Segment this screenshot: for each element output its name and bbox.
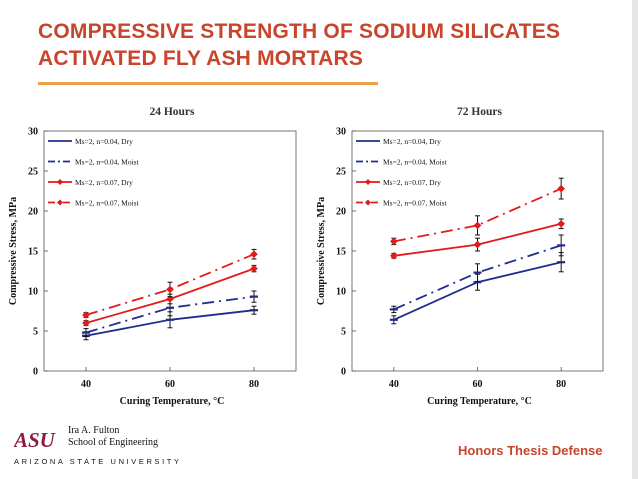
series-3 [390,218,565,260]
x-tick-label: 60 [473,379,483,390]
x-tick-label: 80 [249,379,259,390]
y-tick-label: 15 [336,247,346,258]
legend-marker [57,199,63,206]
data-point [557,220,565,228]
data-point [82,311,90,319]
legend-label: Ms=2, n=0.04, Moist [383,158,448,167]
data-point [557,184,565,193]
data-point [82,319,90,327]
legend-label: Ms=2, n=0.07, Dry [75,178,133,187]
series-line [85,253,255,316]
legend-marker [365,179,371,185]
x-axis-label: Curing Temperature, °C [120,396,225,407]
series-1 [389,252,566,325]
chart-panel-2: 0 5 10 15 20 25 30 40 60 80 72 Hours Curing Tempera… [316,106,604,407]
legend-label: Ms=2, n=0.04, Dry [383,137,441,146]
x-tick-label: 40 [389,379,399,390]
series-line [393,244,562,311]
legend-label: Ms=2, n=0.07, Dry [383,178,441,187]
series-line [393,187,562,243]
title-underline [38,82,378,85]
y-tick-label: 10 [336,287,346,298]
y-tick-label: 0 [341,367,346,378]
legend-marker [365,199,371,206]
series-1 [82,305,258,341]
series-4 [390,177,565,246]
legend: Ms=2, n=0.04, Dry Ms=2, n=0.04, Moist Ms=2… [48,137,140,208]
asu-logo-mark-text: ASU [14,428,57,451]
data-point [473,221,482,230]
x-tick-label: 60 [165,379,175,390]
data-point [250,264,258,273]
y-tick-label: 15 [28,247,38,258]
data-point [390,252,398,260]
legend-marker [57,179,63,185]
y-tick-label: 25 [28,167,38,178]
asu-logo-mark: ASU [14,428,57,451]
series-2 [389,234,566,314]
series-line [85,295,255,334]
y-axis-label: Compressive Stress, MPa [8,197,19,305]
series-2 [82,290,258,338]
data-point [250,250,258,258]
chart-panel-1: 0 5 10 15 20 25 30 40 60 80 24 Hours Curing Tempera… [8,106,297,407]
asu-logo: ASU Ira A. Fulton School of Engineering … [14,425,194,475]
logo-university: ARIZONA STATE UNIVERSITY [14,457,182,466]
legend-label: Ms=2, n=0.07, Moist [383,199,448,208]
legend-label: Ms=2, n=0.04, Moist [75,158,140,167]
right-edge-bar [632,0,638,479]
y-tick-label: 5 [33,327,38,338]
legend-label: Ms=2, n=0.04, Dry [75,137,133,146]
y-tick-label: 5 [341,327,346,338]
y-tick-label: 0 [33,367,38,378]
y-tick-label: 20 [28,207,38,218]
data-point [166,285,174,294]
slide-title-line-1: COMPRESSIVE STRENGTH OF SODIUM SILICATES [38,20,561,43]
y-tick-label: 25 [336,167,346,178]
slide-title: COMPRESSIVE STRENGTH OF SODIUM SILICATES… [38,18,598,72]
y-tick-label: 30 [336,127,346,138]
y-axis-label: Compressive Stress, MPa [316,197,327,305]
logo-name-line-1: Ira A. Fulton [68,425,120,436]
plot-frame [43,130,297,372]
x-tick-label: 40 [81,379,91,390]
y-tick-label: 30 [28,127,38,138]
series-4 [82,248,258,319]
chart-title: 72 Hours [457,106,503,118]
y-tick-label: 20 [336,207,346,218]
chart-title: 24 Hours [149,106,195,118]
x-tick-label: 80 [556,379,566,390]
legend: Ms=2, n=0.04, Dry Ms=2, n=0.04, Moist Ms=2… [356,137,448,208]
logo-name-line-2: School of Engineering [68,437,158,448]
data-point [473,240,482,249]
slide-title-line-2: ACTIVATED FLY ASH MORTARS [38,47,364,70]
x-axis-label: Curing Temperature, °C [427,396,532,407]
footer-tag: Honors Thesis Defense [458,443,603,458]
y-tick-label: 10 [28,287,38,298]
legend-label: Ms=2, n=0.07, Moist [75,199,140,208]
data-point [390,237,398,246]
